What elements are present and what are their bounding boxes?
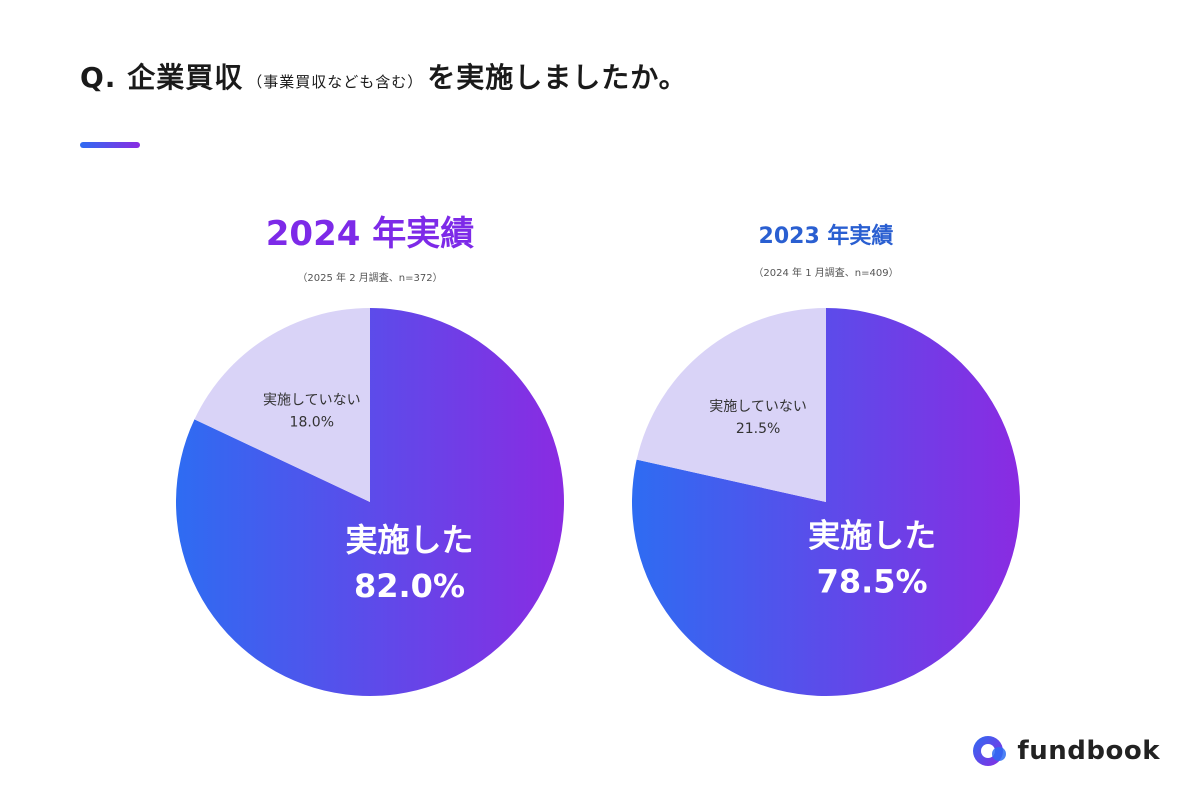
pie-value-implemented: 82.0%	[354, 567, 465, 605]
fundbook-logo: fundbook	[971, 732, 1160, 770]
pie-value-not-implemented: 18.0%	[290, 414, 334, 430]
panel-2024: 2024 年実績 （2025 年 2 月調査、n=372）	[160, 200, 580, 284]
panel-2023: 2023 年実績 （2024 年 1 月調査、n=409）	[616, 200, 1036, 279]
pie-label-not-implemented: 実施していない	[709, 399, 807, 415]
chart-title-2024: 2024 年実績	[265, 214, 475, 254]
pie-slice-not-implemented	[636, 308, 826, 502]
pie-value-not-implemented: 21.5%	[736, 421, 780, 437]
pie-label-implemented: 実施した	[345, 521, 473, 559]
chart-subtitle-2023: （2024 年 1 月調査、n=409）	[753, 268, 899, 279]
pie-value-implemented: 78.5%	[817, 563, 928, 601]
question-note: （事業買収なども含む）	[247, 73, 424, 91]
pie-chart-2023: 実施した 78.5% 実施していない 21.5%	[632, 308, 1020, 696]
question-title: Q. 企業買収 （事業買収なども含む） を実施しましたか。	[80, 56, 688, 96]
question-suffix: を実施しましたか。	[427, 61, 688, 94]
pie-slice-not-implemented	[194, 308, 370, 502]
pie-chart-2024: 実施した 82.0% 実施していない 18.0%	[176, 308, 564, 696]
fundbook-logo-icon	[973, 736, 1007, 766]
accent-bar	[80, 142, 140, 148]
pie-label-not-implemented: 実施していない	[263, 392, 361, 408]
chart-title-2023: 2023 年実績	[758, 224, 894, 249]
logo-text: fundbook	[1017, 736, 1160, 766]
question-prefix: Q. 企業買収	[80, 61, 244, 94]
chart-subtitle-2024: （2025 年 2 月調査、n=372）	[297, 273, 443, 284]
pie-label-implemented: 実施した	[808, 517, 936, 555]
